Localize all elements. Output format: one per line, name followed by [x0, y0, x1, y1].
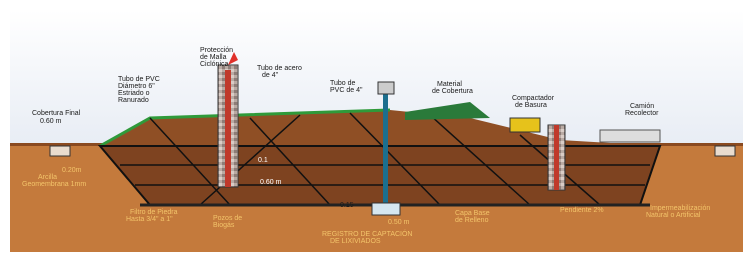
label: Geomembrana 1mm	[22, 181, 86, 188]
label: Recolector	[625, 110, 659, 117]
label: 0.1	[258, 157, 268, 164]
sump	[372, 203, 400, 215]
label: Capa Base	[455, 210, 490, 217]
label: Natural o Artificial	[646, 212, 701, 219]
label: 0.15	[340, 202, 354, 209]
truck	[600, 130, 660, 142]
well-pipe	[225, 70, 231, 187]
compactor	[510, 118, 540, 132]
label: PVC de 4"	[330, 87, 363, 94]
well-pipe	[554, 125, 559, 190]
label: de Malla	[200, 54, 227, 61]
leachate-pipe	[383, 90, 388, 205]
label: Impermeabilización	[650, 205, 710, 212]
label: de Cobertura	[432, 88, 473, 95]
label: de 4"	[262, 72, 279, 79]
label: 0.50 m	[388, 219, 410, 226]
label: de Relleno	[455, 217, 489, 224]
ditch	[50, 146, 70, 156]
label: Biogás	[213, 222, 235, 229]
label: Protección	[200, 47, 233, 54]
label: 0.20m	[62, 167, 82, 174]
label: Compactador	[512, 95, 555, 102]
label: DE LIXIVIADOS	[330, 238, 381, 245]
label: Tubo de PVC	[118, 76, 160, 83]
landfill-diagram: Cobertura Final 0.60 m Tubo de PVC Diáme…	[0, 0, 753, 257]
label: Diámetro 6"	[118, 83, 155, 90]
label: Material	[437, 81, 462, 88]
label: 0.60 m	[40, 118, 62, 125]
label: Cobertura Final	[32, 110, 81, 117]
label: de Basura	[515, 102, 547, 109]
label: 0.60 m	[260, 179, 282, 186]
label: Camión	[630, 103, 654, 110]
ditch	[715, 146, 735, 156]
label: Filtro de Piedra	[130, 209, 178, 216]
label: Hasta 3/4" a 1"	[126, 216, 173, 223]
label: Tubo de	[330, 80, 356, 87]
label: Tubo de acero	[257, 65, 302, 72]
label: Estriado o	[118, 90, 150, 97]
label: Ciclónica	[200, 61, 229, 68]
label: Ranurado	[118, 97, 149, 104]
pipe-head	[378, 82, 394, 94]
label: Arcilla	[38, 174, 57, 181]
label: REGISTRO DE CAPTACIÓN	[322, 229, 413, 238]
label: Pendiente 2%	[560, 207, 604, 214]
label: Pozos de	[213, 215, 242, 222]
